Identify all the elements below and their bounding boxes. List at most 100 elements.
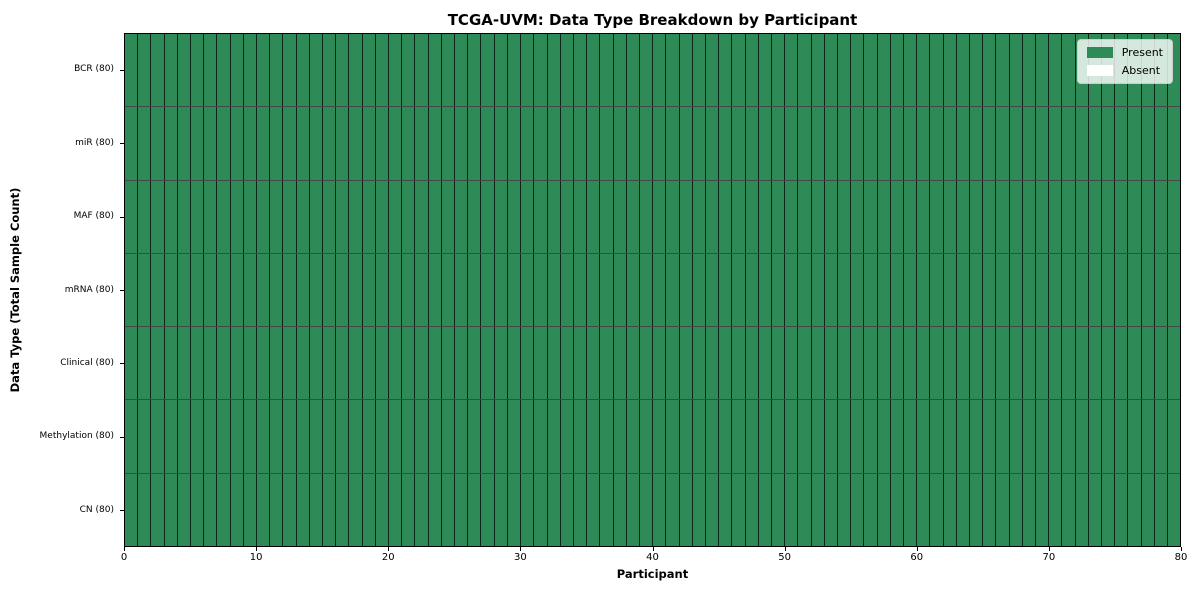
heatmap-cell — [480, 253, 494, 327]
heatmap-cell — [506, 180, 521, 253]
heatmap-cell — [282, 253, 296, 327]
heatmap-cell — [955, 473, 969, 546]
heatmap-cell — [625, 327, 639, 400]
heatmap-cell — [440, 327, 455, 400]
heatmap-cell — [308, 107, 323, 180]
heatmap-cell — [810, 180, 824, 253]
heatmap-cell — [902, 107, 917, 180]
heatmap-cell — [1021, 34, 1036, 107]
heatmap-cell — [163, 34, 177, 107]
heatmap-cell — [1101, 473, 1115, 546]
heatmap-cell — [388, 327, 402, 400]
heatmap-cell — [427, 34, 441, 107]
heatmap-cell — [691, 180, 705, 253]
heatmap-cell — [190, 253, 204, 327]
heatmap-cell — [414, 107, 428, 180]
heatmap-cell — [388, 34, 402, 107]
heatmap-cell — [242, 327, 257, 400]
heatmap-cell — [137, 107, 151, 180]
x-tick-label: 10 — [249, 552, 263, 563]
heatmap-cell — [176, 400, 191, 473]
heatmap-cell — [1008, 400, 1022, 473]
heatmap-cell — [467, 107, 481, 180]
heatmap-cell — [546, 473, 560, 546]
heatmap-cell — [889, 180, 903, 253]
heatmap-cell — [1087, 180, 1102, 253]
heatmap-cell — [757, 180, 771, 253]
heatmap-cell — [942, 253, 956, 327]
y-tick-label: mRNA (80) — [64, 284, 114, 295]
heatmap-cell — [652, 180, 666, 253]
heatmap-cell — [440, 107, 455, 180]
heatmap-cell — [876, 253, 890, 327]
heatmap-cell — [1153, 253, 1168, 327]
heatmap-cell — [1087, 253, 1102, 327]
heatmap-cell — [836, 473, 851, 546]
heatmap-cell — [203, 473, 217, 546]
heatmap-cell — [401, 107, 415, 180]
heatmap-cell — [1101, 180, 1115, 253]
heatmap-cell — [176, 34, 191, 107]
heatmap-cell — [242, 107, 257, 180]
heatmap-cell — [335, 34, 349, 107]
heatmap-cell — [256, 34, 270, 107]
heatmap-cell — [810, 107, 824, 180]
heatmap-cell — [572, 327, 587, 400]
heatmap-cell — [770, 473, 785, 546]
heatmap-cell — [137, 400, 151, 473]
heatmap-cell — [836, 107, 851, 180]
heatmap-cell — [533, 400, 547, 473]
x-tick-label: 80 — [1174, 552, 1188, 563]
heatmap-cell — [1114, 253, 1128, 327]
heatmap-cell — [506, 107, 521, 180]
heatmap-cell — [440, 180, 455, 253]
heatmap-cell — [533, 34, 547, 107]
heatmap-cell — [836, 327, 851, 400]
heatmap-cell — [216, 253, 230, 327]
heatmap-cell — [823, 400, 837, 473]
heatmap-cell — [1008, 107, 1022, 180]
heatmap-cell — [599, 253, 613, 327]
heatmap-cell — [374, 34, 389, 107]
heatmap-cell — [889, 253, 903, 327]
heatmap-cell — [1127, 180, 1141, 253]
heatmap-cell — [256, 180, 270, 253]
heatmap-cell — [863, 180, 877, 253]
heatmap-cell — [1021, 473, 1036, 546]
heatmap-cell — [1153, 180, 1168, 253]
heatmap-cell — [506, 473, 521, 546]
heatmap-cell — [427, 327, 441, 400]
heatmap-row-MAF — [125, 179, 1181, 253]
heatmap-cell — [190, 473, 204, 546]
heatmap-cell — [348, 473, 362, 546]
heatmap-cell — [916, 34, 930, 107]
heatmap-cell — [401, 327, 415, 400]
heatmap-cell — [929, 253, 943, 327]
heatmap-cell — [1061, 400, 1075, 473]
heatmap-cell — [1140, 180, 1154, 253]
heatmap-cell — [1167, 180, 1181, 253]
heatmap-cell — [163, 327, 177, 400]
heatmap-cell — [467, 253, 481, 327]
heatmap-cell — [982, 253, 996, 327]
heatmap-cell — [784, 107, 798, 180]
heatmap-cell — [295, 180, 309, 253]
heatmap-cell — [612, 107, 626, 180]
heatmap-cell — [559, 107, 573, 180]
heatmap-cell — [731, 253, 745, 327]
heatmap-cell — [322, 253, 336, 327]
heatmap-cell — [691, 107, 705, 180]
heatmap-cell — [678, 473, 692, 546]
heatmap-cell — [374, 327, 389, 400]
heatmap-row-mRNA — [125, 252, 1181, 327]
heatmap-cell — [982, 327, 996, 400]
heatmap-cell — [744, 327, 758, 400]
heatmap-cell — [282, 34, 296, 107]
heatmap-cell — [850, 107, 864, 180]
heatmap-cell — [1153, 473, 1168, 546]
heatmap-cell — [176, 327, 191, 400]
x-tick-mark — [1181, 547, 1182, 551]
heatmap-cell — [454, 473, 468, 546]
heatmap-cell — [982, 400, 996, 473]
